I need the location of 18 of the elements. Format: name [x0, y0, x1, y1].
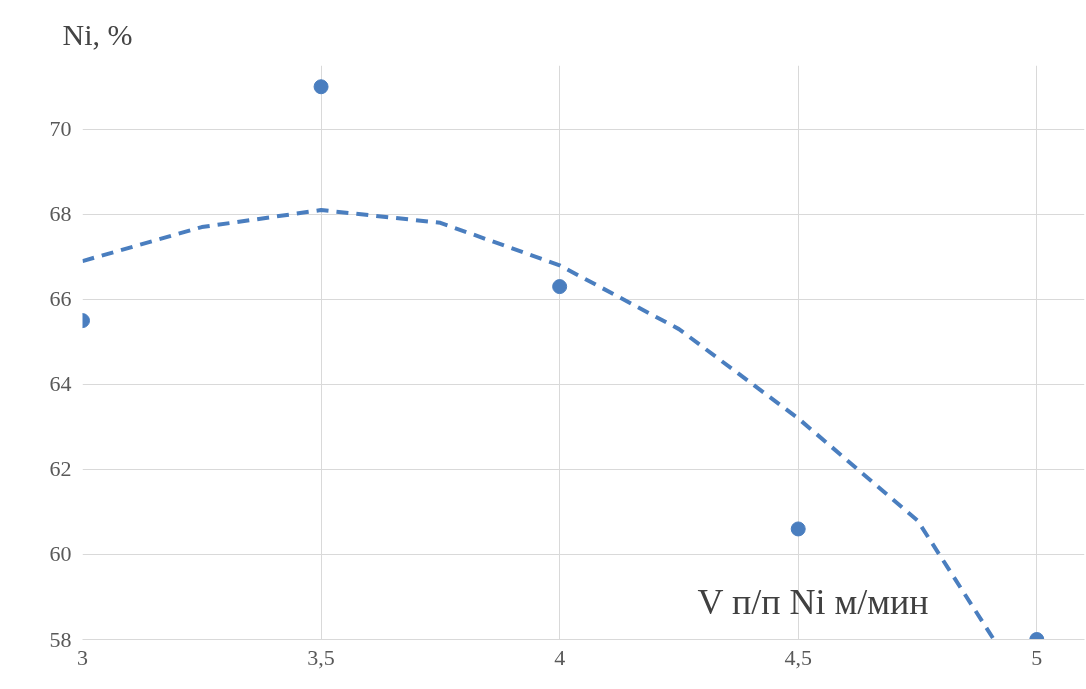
- y-tick-label: 58: [49, 626, 72, 652]
- y-tick-label: 66: [49, 286, 72, 312]
- x-tick-label: 4,5: [784, 644, 812, 670]
- y-tick-label: 70: [49, 116, 72, 142]
- x-tick-label: 4: [554, 644, 566, 670]
- y-tick-label: 64: [49, 371, 72, 397]
- y-tick-label: 60: [49, 541, 72, 567]
- y-tick-label: 68: [49, 201, 72, 227]
- line-series: [82, 208, 996, 640]
- point: [790, 521, 806, 537]
- x-tick-label: 3,5: [307, 644, 335, 670]
- chart-title: Ni, %: [62, 17, 133, 51]
- x-tick-label: 3: [77, 644, 88, 670]
- point: [313, 79, 329, 95]
- y-tick-label: 62: [49, 456, 72, 482]
- x-axis-title: V п/п Ni м/мин: [697, 582, 929, 623]
- x-tick-label: 5: [1031, 644, 1043, 670]
- point: [552, 279, 568, 295]
